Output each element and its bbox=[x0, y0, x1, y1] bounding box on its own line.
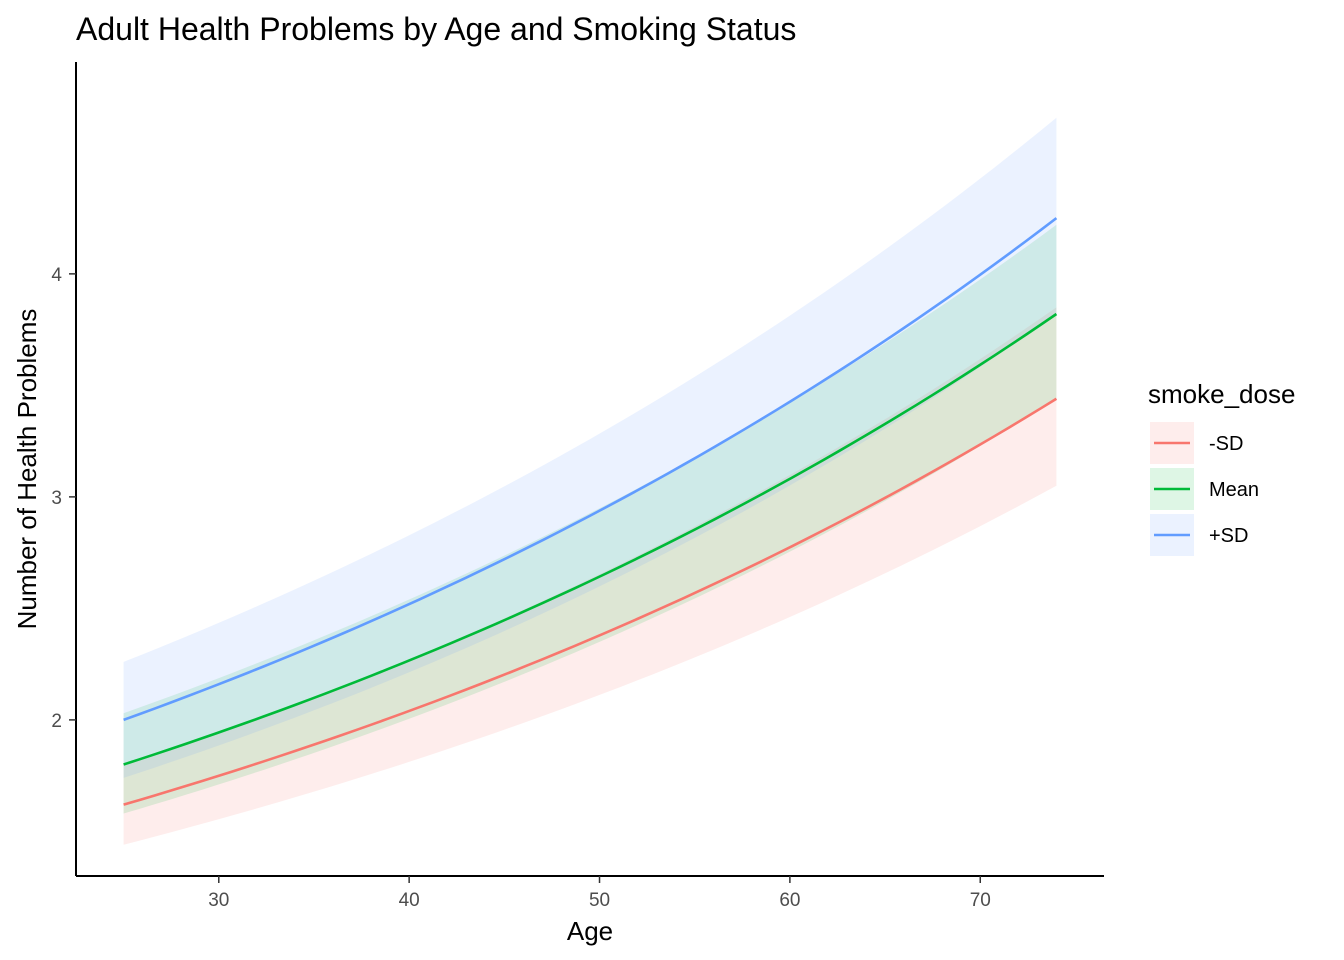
series-line-1 bbox=[123, 397, 1058, 806]
y-tick-label: 2 bbox=[51, 711, 62, 732]
x-tick-label: 70 bbox=[970, 890, 991, 911]
x-axis-title: Age bbox=[567, 916, 613, 946]
y-axis-ticks: 2 3 4 bbox=[51, 265, 76, 732]
legend-item-3: +SD bbox=[1150, 514, 1248, 556]
x-tick-label: 30 bbox=[208, 890, 229, 911]
legend-label: -SD bbox=[1209, 433, 1243, 455]
y-tick-label: 4 bbox=[51, 265, 62, 286]
legend: smoke_dose -SD Mean +SD bbox=[1148, 379, 1295, 556]
legend-label: +SD bbox=[1209, 525, 1248, 547]
series-line-3 bbox=[123, 217, 1058, 722]
x-tick-label: 60 bbox=[779, 890, 800, 911]
x-tick-label: 40 bbox=[399, 890, 420, 911]
y-tick-label: 3 bbox=[51, 488, 62, 509]
series-line-2 bbox=[123, 312, 1058, 766]
y-axis-title: Number of Health Problems bbox=[12, 309, 42, 630]
confidence-bands bbox=[123, 117, 1057, 845]
band-3 bbox=[123, 117, 1057, 778]
x-axis-ticks: 30 40 50 60 70 bbox=[208, 876, 991, 911]
series-lines bbox=[123, 217, 1058, 806]
legend-item-2: Mean bbox=[1150, 468, 1259, 510]
band-1 bbox=[123, 307, 1057, 845]
band-2 bbox=[123, 224, 1057, 814]
legend-item-1: -SD bbox=[1150, 422, 1243, 464]
chart-title: Adult Health Problems by Age and Smoking… bbox=[76, 11, 796, 47]
legend-title: smoke_dose bbox=[1148, 379, 1295, 409]
x-tick-label: 50 bbox=[589, 890, 610, 911]
legend-label: Mean bbox=[1209, 479, 1259, 501]
